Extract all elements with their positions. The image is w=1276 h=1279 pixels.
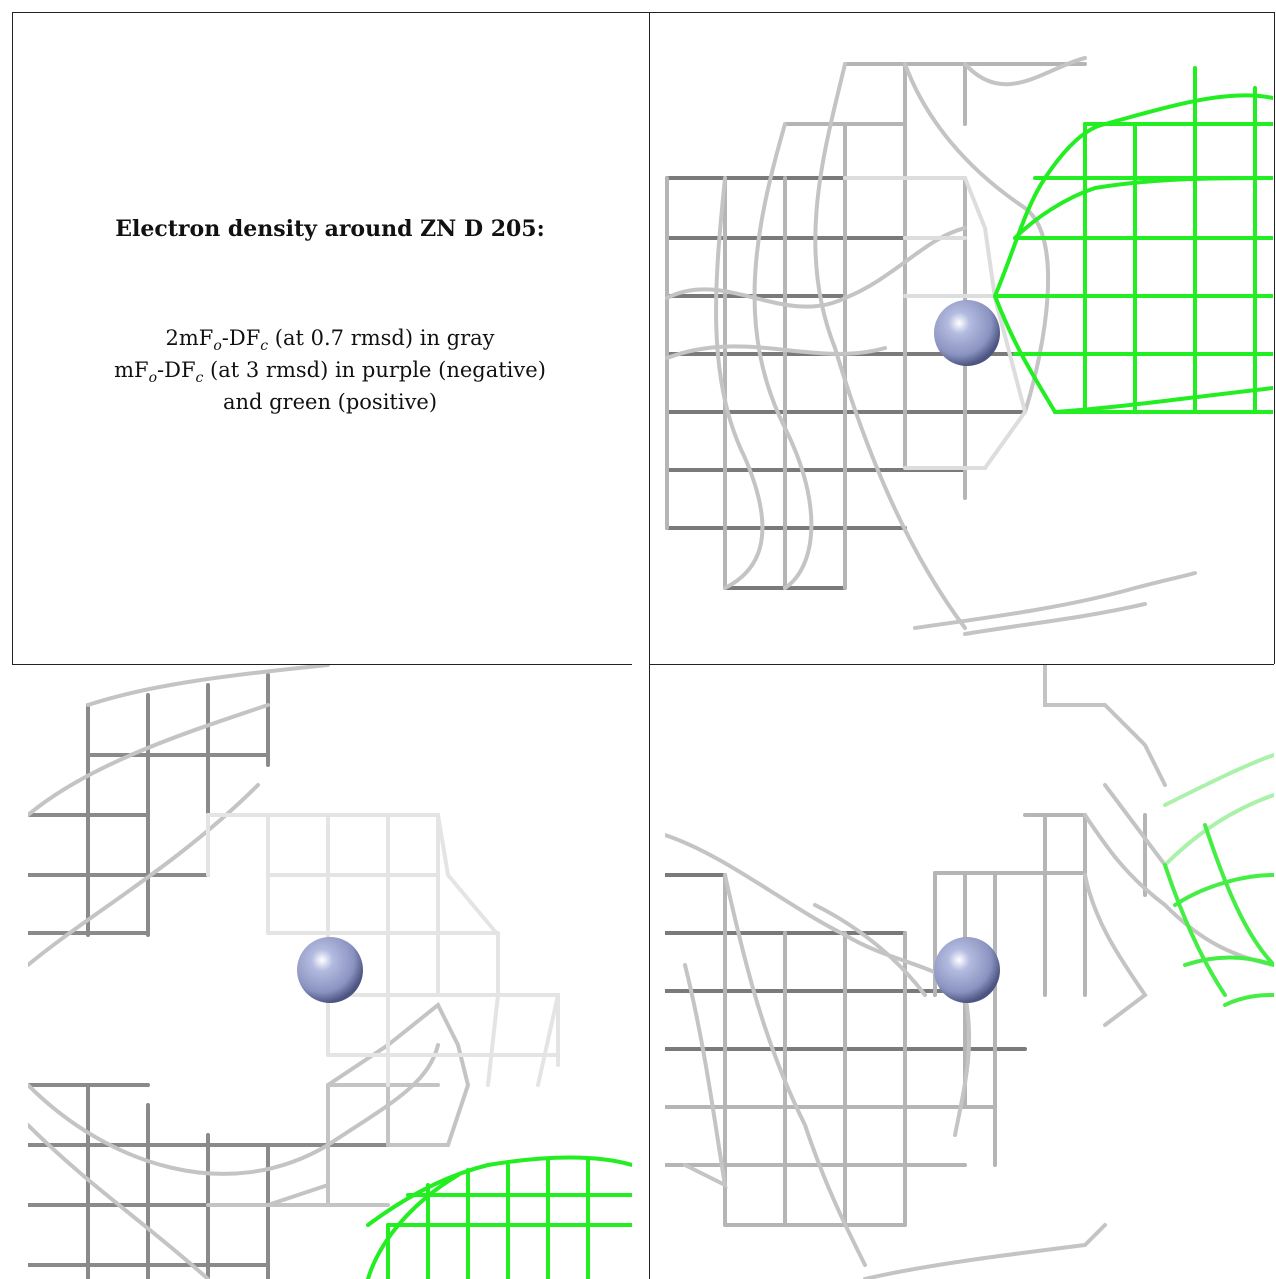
panel-bottom-left (28, 665, 632, 1279)
legend-cell: Electron density around ZN D 205: 2mFo-D… (12, 12, 648, 664)
positive-mesh (1163, 753, 1274, 1007)
zinc-sphere (934, 300, 1000, 366)
right-border (1274, 12, 1275, 664)
zinc-sphere (934, 937, 1000, 1003)
zinc-sphere (297, 937, 363, 1003)
density-view-bottom-left (28, 665, 632, 1279)
density-view-bottom-right (665, 665, 1274, 1279)
gray-mesh (28, 665, 560, 1279)
panel-top-right (665, 28, 1273, 636)
top-border (12, 12, 1274, 13)
legend-line-gray: 2mFo-DFc (at 0.7 rmsd) in gray (165, 326, 495, 355)
middle-divider-right (649, 664, 1274, 665)
legend-title: Electron density around ZN D 205: (115, 216, 545, 242)
positive-mesh (366, 1155, 632, 1279)
center-divider (649, 12, 650, 1279)
legend-line-positive: and green (positive) (222, 390, 438, 414)
left-border (12, 12, 13, 664)
panel-bottom-right (665, 665, 1274, 1279)
gray-mesh (665, 56, 1197, 636)
gray-mesh (665, 665, 1274, 1279)
density-view-top-right (665, 56, 1273, 636)
positive-mesh (993, 66, 1273, 415)
legend-line-difference: mFo-DFc (at 3 rmsd) in purple (negative) (114, 358, 546, 387)
